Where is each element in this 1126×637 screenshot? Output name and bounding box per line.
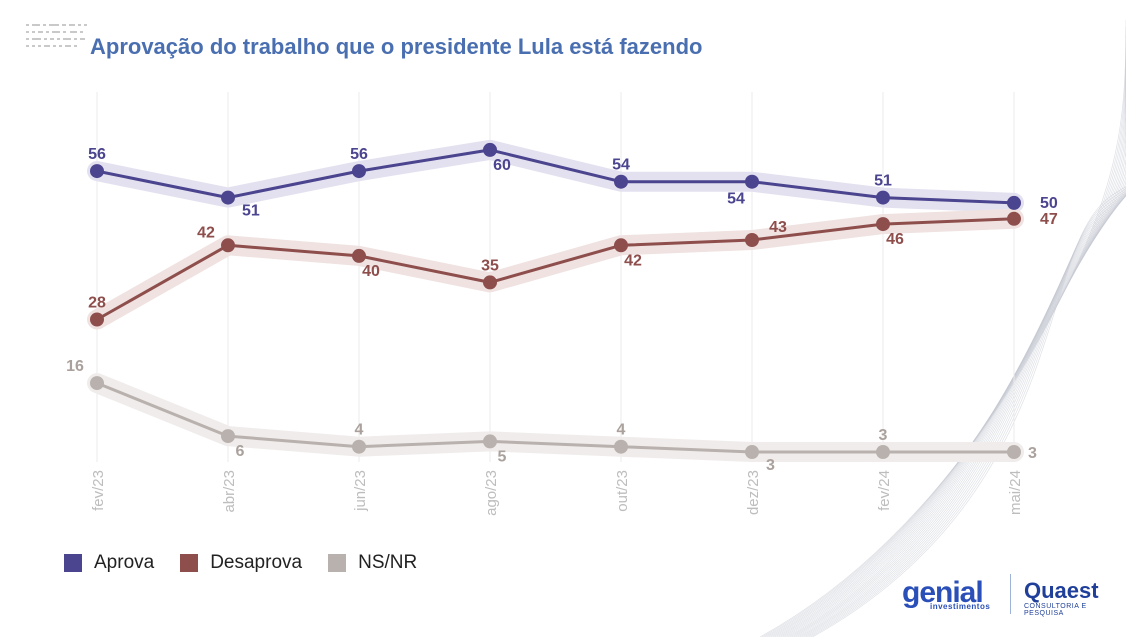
decorative-wave-line (759, 19, 1126, 637)
data-label-aprova: 60 (493, 157, 511, 174)
point-nsnr (221, 429, 235, 444)
legend-swatch-nsnr (328, 554, 347, 572)
brand-divider (1010, 574, 1011, 614)
point-aprova (614, 174, 628, 189)
genial-logo-subtitle: investimentos (930, 602, 991, 611)
x-tick-label: out/23 (614, 470, 631, 512)
decorative-wave-lines (759, 19, 1126, 637)
quaest-watermark-icon (26, 24, 87, 47)
data-label-aprova: 50 (1040, 195, 1058, 212)
series-points (90, 142, 1021, 459)
data-label-aprova: 56 (350, 146, 368, 163)
line-desaprova (96, 217, 1015, 321)
band-nsnr (87, 373, 1024, 462)
point-aprova (352, 164, 366, 179)
data-label-desaprova: 28 (88, 295, 106, 312)
point-desaprova (745, 233, 759, 247)
point-nsnr (1007, 445, 1021, 459)
data-label-desaprova: 46 (886, 231, 904, 248)
quaest-logo: Quaest (1024, 578, 1099, 603)
data-label-nsnr: 4 (617, 422, 626, 439)
data-label-desaprova: 40 (362, 263, 380, 280)
decorative-wave-line (768, 48, 1126, 637)
point-nsnr (614, 439, 628, 454)
legend-item-nsnr: NS/NR (328, 552, 417, 574)
data-label-aprova: 54 (612, 157, 630, 174)
decorative-wave-line (782, 97, 1126, 637)
legend-swatch-desaprova (180, 554, 199, 572)
point-desaprova (221, 238, 235, 253)
x-tick-label: ago/23 (483, 470, 500, 516)
x-tick-label: fev/24 (876, 470, 893, 511)
point-nsnr (90, 376, 104, 391)
decorative-wave-line (774, 69, 1126, 637)
data-label-nsnr: 5 (498, 448, 507, 465)
point-nsnr (352, 439, 366, 454)
decorative-wave-line (770, 55, 1126, 637)
data-label-nsnr: 16 (66, 358, 84, 375)
x-tick-label: fev/23 (90, 470, 107, 511)
data-label-aprova: 51 (874, 173, 892, 190)
point-desaprova (614, 238, 628, 253)
decorative-wave-line (776, 76, 1126, 637)
x-axis-ticks: fev/23 abr/23 jun/23 ago/23 out/23 dez/23 fev/… (90, 470, 1024, 516)
line-nsnr (96, 381, 1014, 454)
point-nsnr (483, 434, 497, 449)
data-label-nsnr: 3 (766, 457, 775, 474)
point-aprova (221, 190, 235, 205)
data-label-desaprova: 43 (769, 219, 787, 236)
legend-label-aprova: Aprova (94, 552, 155, 573)
legend-item-aprova: Aprova (64, 552, 154, 574)
point-aprova (483, 142, 497, 157)
decorative-wave-line (764, 33, 1126, 637)
data-label-nsnr: 4 (355, 422, 364, 439)
chart-title: Aprovação do trabalho que o presidente L… (90, 34, 703, 59)
point-aprova (745, 174, 759, 189)
point-nsnr (876, 445, 890, 459)
decorative-wave-line (778, 83, 1126, 637)
genial-logo: genial (902, 576, 984, 609)
data-label-desaprova: 35 (481, 257, 499, 274)
decorative-wave-line (766, 41, 1126, 637)
band-desaprova (87, 208, 1024, 330)
point-aprova (90, 164, 104, 179)
x-tick-label: dez/23 (745, 470, 762, 515)
point-desaprova (90, 312, 104, 327)
data-label-aprova: 54 (727, 191, 745, 208)
data-label-aprova: 51 (242, 203, 260, 220)
point-nsnr (745, 445, 759, 459)
data-label-desaprova: 42 (624, 252, 642, 269)
decorative-wave-line (761, 26, 1126, 637)
legend-label-nsnr: NS/NR (358, 552, 418, 573)
decorative-wave-line (812, 186, 1126, 637)
legend-swatch-aprova (64, 554, 82, 572)
gridlines (96, 92, 1015, 462)
point-desaprova (352, 248, 366, 263)
x-tick-label: jun/23 (352, 470, 369, 512)
point-desaprova (483, 275, 497, 290)
legend: Aprova Desaprova NS/NR (64, 552, 417, 574)
decorative-wave-line (772, 62, 1126, 637)
point-aprova (876, 190, 890, 205)
x-tick-label: mai/24 (1007, 470, 1024, 515)
data-label-desaprova: 42 (197, 224, 215, 241)
point-desaprova (876, 217, 890, 232)
legend-label-desaprova: Desaprova (210, 552, 303, 573)
data-label-aprova: 56 (88, 146, 106, 163)
line-aprova (96, 148, 1015, 205)
data-label-desaprova: 47 (1040, 211, 1058, 228)
data-label-nsnr: 3 (879, 427, 888, 444)
decorative-wave-line (780, 90, 1126, 637)
data-label-nsnr: 3 (1028, 445, 1037, 462)
quaest-logo-subtitle: CONSULTORIA E PESQUISA (1024, 603, 1087, 617)
data-label-nsnr: 6 (236, 443, 245, 460)
x-tick-label: abr/23 (221, 470, 238, 513)
point-desaprova (1007, 211, 1021, 226)
series-lines (96, 148, 1015, 454)
point-aprova (1007, 195, 1021, 210)
legend-item-desaprova: Desaprova (180, 552, 302, 574)
